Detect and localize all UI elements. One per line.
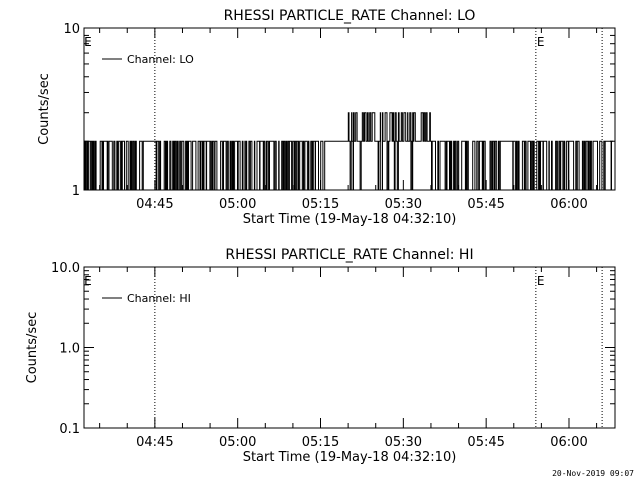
x-axis-label: Start Time (19-May-18 04:32:10): [243, 212, 457, 227]
event-marker-label: E: [537, 35, 545, 49]
event-marker-label: E: [537, 274, 545, 288]
y-tick-label: 0.1: [59, 422, 80, 437]
x-tick-label: 05:45: [467, 197, 504, 212]
x-tick-label: 06:00: [550, 197, 587, 212]
event-marker-label: E: [84, 274, 92, 288]
x-tick-label: 05:00: [219, 197, 256, 212]
plot-frame: [83, 27, 616, 191]
legend-label: Channel: HI: [127, 292, 191, 305]
x-tick-label: 05:45: [467, 435, 504, 450]
y-tick-label: 10: [63, 22, 80, 37]
series-line-lo: [84, 112, 614, 191]
x-axis-label: Start Time (19-May-18 04:32:10): [243, 450, 457, 465]
y-tick-label: 1.0: [59, 342, 80, 357]
x-tick-label: 05:30: [385, 197, 422, 212]
y-axis-label: Counts/sec: [25, 312, 40, 384]
timestamp-footer: 20-Nov-2019 09:07: [552, 469, 634, 478]
chart-title: RHESSI PARTICLE_RATE Channel: HI: [225, 247, 473, 263]
x-tick-label: 05:15: [302, 435, 339, 450]
x-tick-label: 04:45: [136, 435, 173, 450]
y-axis-label: Counts/sec: [37, 73, 52, 145]
y-tick-label: 10.0: [51, 261, 80, 276]
x-tick-label: 05:30: [385, 435, 422, 450]
panel-hi: RHESSI PARTICLE_RATE Channel: HI 0.1 1.0 10…: [25, 247, 616, 465]
x-tick-label: 05:15: [302, 197, 339, 212]
chart-title: RHESSI PARTICLE_RATE Channel: LO: [224, 8, 476, 24]
x-tick-label: 04:45: [136, 197, 173, 212]
y-tick-label: 1: [72, 184, 80, 199]
event-marker-label: E: [84, 35, 92, 49]
x-tick-label: 05:00: [219, 435, 256, 450]
x-tick-label: 06:00: [550, 435, 587, 450]
legend-label: Channel: LO: [127, 53, 194, 66]
panel-lo: RHESSI PARTICLE_RATE Channel: LO 1 10 Count…: [37, 8, 616, 227]
